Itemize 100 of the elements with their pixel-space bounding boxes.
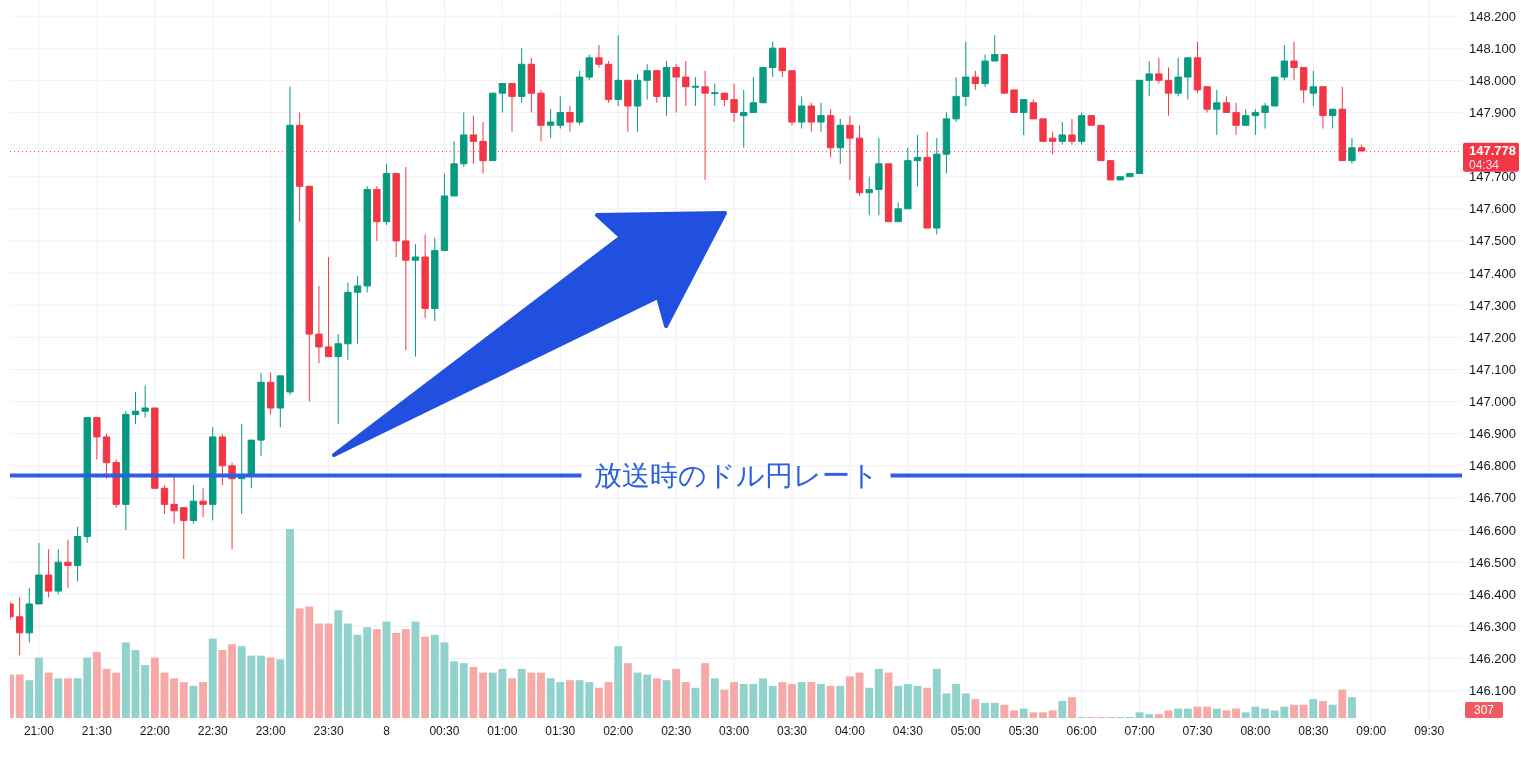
candlestick bbox=[691, 76, 700, 107]
bar bbox=[565, 680, 574, 718]
x-tick-label: 07:00 bbox=[1124, 724, 1155, 738]
bar bbox=[836, 685, 845, 718]
bar bbox=[276, 659, 285, 718]
bar bbox=[1222, 710, 1231, 718]
candlestick bbox=[431, 237, 439, 322]
candlestick bbox=[933, 137, 941, 236]
candlestick bbox=[363, 185, 371, 293]
y-tick-label: 147.100 bbox=[1469, 361, 1516, 377]
x-tick-label: 09:30 bbox=[1414, 724, 1445, 738]
candlestick bbox=[382, 163, 391, 226]
y-tick-label: 147.700 bbox=[1469, 169, 1516, 185]
bar bbox=[150, 657, 159, 718]
bar bbox=[903, 683, 912, 718]
candlestick bbox=[1261, 102, 1269, 129]
candlestick bbox=[595, 44, 603, 68]
x-tick-label: 05:00 bbox=[950, 724, 982, 738]
bar bbox=[1183, 708, 1192, 718]
x-tick-label: 00:30 bbox=[429, 724, 460, 738]
bar bbox=[952, 683, 961, 718]
candlestick bbox=[257, 372, 265, 457]
candlestick bbox=[489, 92, 497, 162]
bar bbox=[324, 623, 333, 718]
bar bbox=[189, 685, 198, 718]
y-tick-label: 146.200 bbox=[1469, 651, 1516, 667]
bar bbox=[1048, 710, 1057, 718]
candlestick bbox=[1077, 111, 1086, 146]
candlestick bbox=[180, 507, 188, 560]
bar bbox=[942, 693, 951, 718]
ref-line-label: 放送時のドル円レート bbox=[593, 458, 879, 492]
candlestick bbox=[1242, 108, 1250, 126]
candlestick bbox=[1319, 86, 1327, 129]
bar bbox=[208, 638, 217, 718]
candlestick bbox=[131, 391, 140, 425]
bar bbox=[228, 644, 237, 718]
bar bbox=[421, 636, 430, 718]
x-tick-label: 09:00 bbox=[1356, 724, 1387, 738]
bar bbox=[759, 678, 767, 718]
candlestick bbox=[527, 57, 536, 113]
bar bbox=[807, 682, 816, 718]
bar bbox=[343, 623, 352, 718]
bar bbox=[778, 682, 787, 718]
bar bbox=[218, 649, 227, 718]
bar bbox=[865, 687, 874, 718]
candlestick bbox=[1155, 57, 1163, 85]
bar bbox=[1203, 706, 1212, 718]
candlestick bbox=[315, 285, 323, 364]
bar bbox=[971, 699, 980, 718]
bar bbox=[63, 678, 72, 718]
candlestick bbox=[160, 484, 169, 515]
candlestick bbox=[286, 86, 294, 396]
candlestick bbox=[575, 70, 584, 126]
bar bbox=[1319, 700, 1327, 718]
bar bbox=[990, 702, 999, 718]
candlestick bbox=[662, 60, 671, 117]
candlestick bbox=[93, 417, 101, 460]
candlestick bbox=[15, 597, 24, 656]
y-tick-label: 146.100 bbox=[1469, 683, 1516, 699]
candlestick bbox=[653, 70, 661, 104]
candlestick bbox=[778, 47, 787, 78]
candlestick bbox=[1020, 99, 1028, 136]
candlestick bbox=[585, 54, 593, 81]
candlestick bbox=[25, 587, 33, 644]
candlestick bbox=[1126, 172, 1134, 178]
candlestick bbox=[711, 83, 719, 107]
bar bbox=[314, 623, 323, 718]
candlestick bbox=[759, 66, 767, 104]
candlestick bbox=[604, 60, 613, 104]
candlestick bbox=[170, 474, 178, 525]
text: 307 bbox=[1473, 703, 1495, 717]
candlestick bbox=[797, 95, 806, 129]
x-tick-label: 21:00 bbox=[23, 724, 55, 738]
candlestick bbox=[894, 201, 902, 223]
bar bbox=[1029, 712, 1038, 718]
candlestick bbox=[1271, 76, 1279, 107]
bar bbox=[681, 682, 690, 718]
candlestick bbox=[942, 111, 951, 174]
candlestick bbox=[1087, 115, 1095, 126]
bar bbox=[334, 610, 343, 718]
y-tick-label: 148.100 bbox=[1469, 40, 1516, 56]
x-tick-label: 03:00 bbox=[719, 724, 750, 738]
candlestick bbox=[1348, 137, 1356, 165]
candlestick bbox=[865, 176, 873, 216]
candlestick bbox=[247, 439, 256, 489]
bar bbox=[1299, 704, 1308, 718]
candlestick bbox=[1222, 95, 1231, 113]
candlestick bbox=[1000, 54, 1009, 94]
bar bbox=[874, 668, 883, 718]
bar bbox=[961, 693, 970, 718]
bar bbox=[797, 682, 806, 718]
bar bbox=[1019, 708, 1028, 718]
bar bbox=[1000, 704, 1009, 718]
candlestick bbox=[1135, 79, 1144, 174]
bar bbox=[35, 657, 43, 718]
y-tick-label: 147.000 bbox=[1469, 394, 1516, 410]
candlestick bbox=[643, 63, 651, 101]
bar bbox=[817, 683, 825, 718]
x-tick-label: 03:30 bbox=[776, 724, 808, 738]
candlestick bbox=[875, 137, 883, 216]
